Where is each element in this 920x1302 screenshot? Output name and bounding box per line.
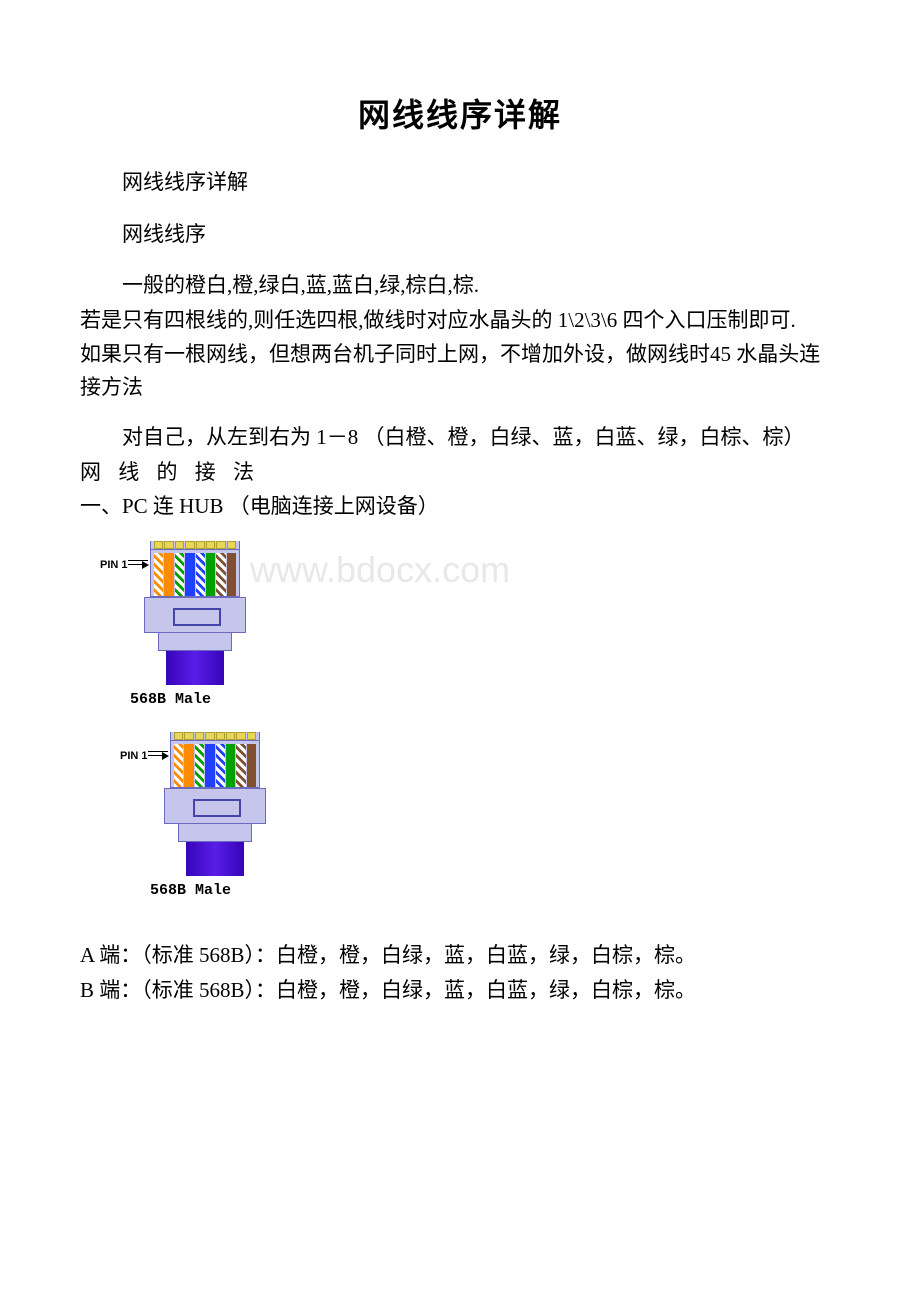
cable bbox=[186, 842, 244, 876]
pin1-label: PIN 1 bbox=[120, 750, 148, 762]
connector-section: www.bdocx.com PIN 1 568B Male bbox=[80, 541, 840, 899]
plug-neck bbox=[178, 824, 252, 842]
end-a-line: A 端：（标准 568B）：白橙，橙，白绿，蓝，白蓝，绿，白棕，棕。 bbox=[80, 939, 840, 972]
connector-label-1: 568B Male bbox=[130, 691, 840, 708]
order-block: 对自己，从左到右为 1－8 （白橙、橙，白绿、蓝，白蓝、绿，白棕、棕） 网 线 … bbox=[80, 421, 840, 523]
plug-body bbox=[164, 788, 266, 824]
method-header: 网 线 的 接 法 bbox=[80, 456, 840, 489]
pin1-label: PIN 1 bbox=[100, 559, 128, 571]
pin-contacts bbox=[150, 541, 240, 549]
intro-line-5: 如果只有一根网线，但想两台机子同时上网，不增加外设，做网线时45 水晶头连接方法 bbox=[80, 338, 840, 403]
intro-block-1: 一般的橙白,橙,绿白,蓝,蓝白,绿,棕白,棕. 若是只有四根线的,则任选四根,做… bbox=[80, 269, 840, 403]
pin-contacts bbox=[170, 732, 260, 740]
intro-para-1: 网线线序详解 bbox=[80, 166, 840, 200]
pin1-arrow-head-icon bbox=[162, 752, 169, 760]
end-b-line: B 端：（标准 568B）：白橙，橙，白绿，蓝，白蓝，绿，白棕，棕。 bbox=[80, 974, 840, 1007]
order-line: 对自己，从左到右为 1－8 （白橙、橙，白绿、蓝，白蓝、绿，白棕、棕） bbox=[80, 421, 840, 454]
intro-para-2: 网线线序 bbox=[80, 218, 840, 252]
intro-line-3: 一般的橙白,橙,绿白,蓝,蓝白,绿,棕白,棕. bbox=[80, 269, 840, 302]
method-1: 一、PC 连 HUB （电脑连接上网设备） bbox=[80, 490, 840, 523]
wire-slots bbox=[150, 549, 240, 597]
plug-neck bbox=[158, 633, 232, 651]
wire-slots bbox=[170, 740, 260, 788]
pin1-arrow-head-icon bbox=[142, 561, 149, 569]
page-title: 网线线序详解 bbox=[80, 90, 840, 136]
cable bbox=[166, 651, 224, 685]
rj45-connector-diagram-1: PIN 1 568B Male bbox=[100, 541, 840, 708]
intro-line-4: 若是只有四根线的,则任选四根,做线时对应水晶头的 1\2\3\6 四个入口压制即… bbox=[80, 304, 840, 337]
plug-clip-icon bbox=[173, 608, 221, 626]
plug-body bbox=[144, 597, 246, 633]
plug-clip-icon bbox=[193, 799, 241, 817]
rj45-connector-diagram-2: PIN 1 568B Male bbox=[120, 732, 840, 899]
connector-label-2: 568B Male bbox=[150, 882, 840, 899]
